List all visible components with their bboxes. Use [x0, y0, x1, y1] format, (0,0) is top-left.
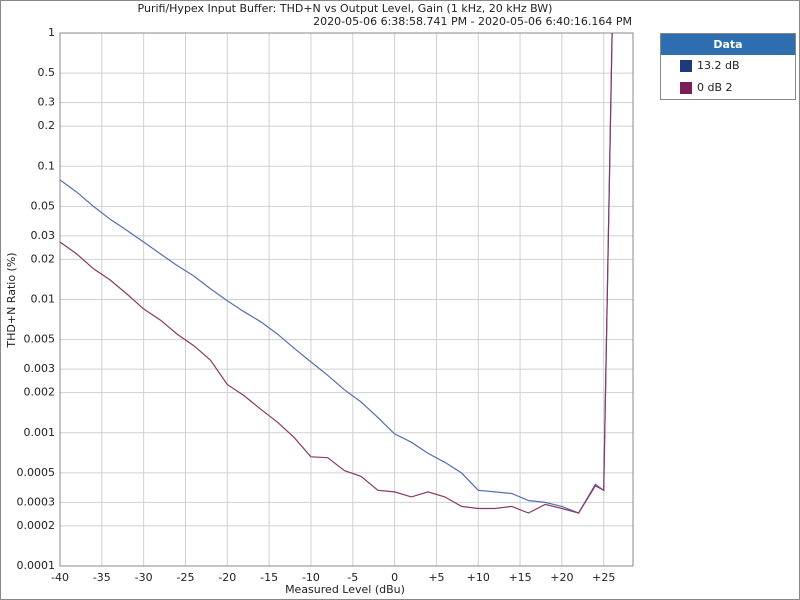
y-tick-label: 0.002 [24, 386, 56, 399]
x-tick-label: +10 [467, 571, 490, 584]
x-tick-label: -25 [176, 571, 194, 584]
y-tick-label: 0.02 [31, 252, 56, 265]
y-tick-label: 0.05 [31, 199, 56, 212]
y-tick-label: 0.03 [31, 229, 56, 242]
x-tick-label: +25 [592, 571, 615, 584]
y-tick-label: 0.0002 [17, 519, 56, 532]
legend-title: Data [713, 38, 742, 51]
y-tick-label: 0.0001 [17, 559, 56, 572]
x-axis-label: Measured Level (dBu) [285, 583, 405, 596]
y-tick-label: 0.001 [24, 426, 56, 439]
y-tick-label: 0.5 [38, 66, 56, 79]
legend-label: 13.2 dB [697, 59, 740, 72]
y-tick-label: 0.3 [38, 96, 56, 109]
y-tick-label: 0.2 [38, 119, 56, 132]
x-tick-label: +20 [550, 571, 573, 584]
legend-swatch [680, 60, 692, 72]
x-tick-label: -5 [347, 571, 358, 584]
legend-label: 0 dB 2 [697, 81, 733, 94]
x-tick-label: -35 [93, 571, 111, 584]
y-tick-label: 1 [48, 26, 55, 39]
x-tick-label: 0 [391, 571, 398, 584]
y-tick-label: 0.005 [24, 333, 56, 346]
y-tick-label: 0.1 [38, 159, 56, 172]
x-tick-label: -15 [260, 571, 278, 584]
y-tick-label: 0.003 [24, 362, 56, 375]
x-tick-label: -40 [51, 571, 69, 584]
data-line [60, 33, 613, 514]
y-tick-label: 0.0005 [17, 466, 56, 479]
x-tick-label: +15 [508, 571, 531, 584]
plot-border [59, 32, 634, 567]
y-tick-label: 0.01 [31, 293, 56, 306]
data-line [60, 33, 613, 514]
x-tick-label: -30 [135, 571, 153, 584]
chart-subtitle: 2020-05-06 6:38:58.741 PM - 2020-05-06 6… [313, 15, 632, 28]
y-tick-label: 0.0003 [17, 495, 56, 508]
y-axis-label: THD+N Ratio (%) [5, 252, 18, 348]
legend-swatch [680, 82, 692, 94]
x-tick-label: -10 [302, 571, 320, 584]
x-tick-label: -20 [218, 571, 236, 584]
x-tick-label: +5 [428, 571, 444, 584]
legend-header [661, 34, 795, 55]
chart-title: Purifi/Hypex Input Buffer: THD+N vs Outp… [138, 2, 553, 15]
